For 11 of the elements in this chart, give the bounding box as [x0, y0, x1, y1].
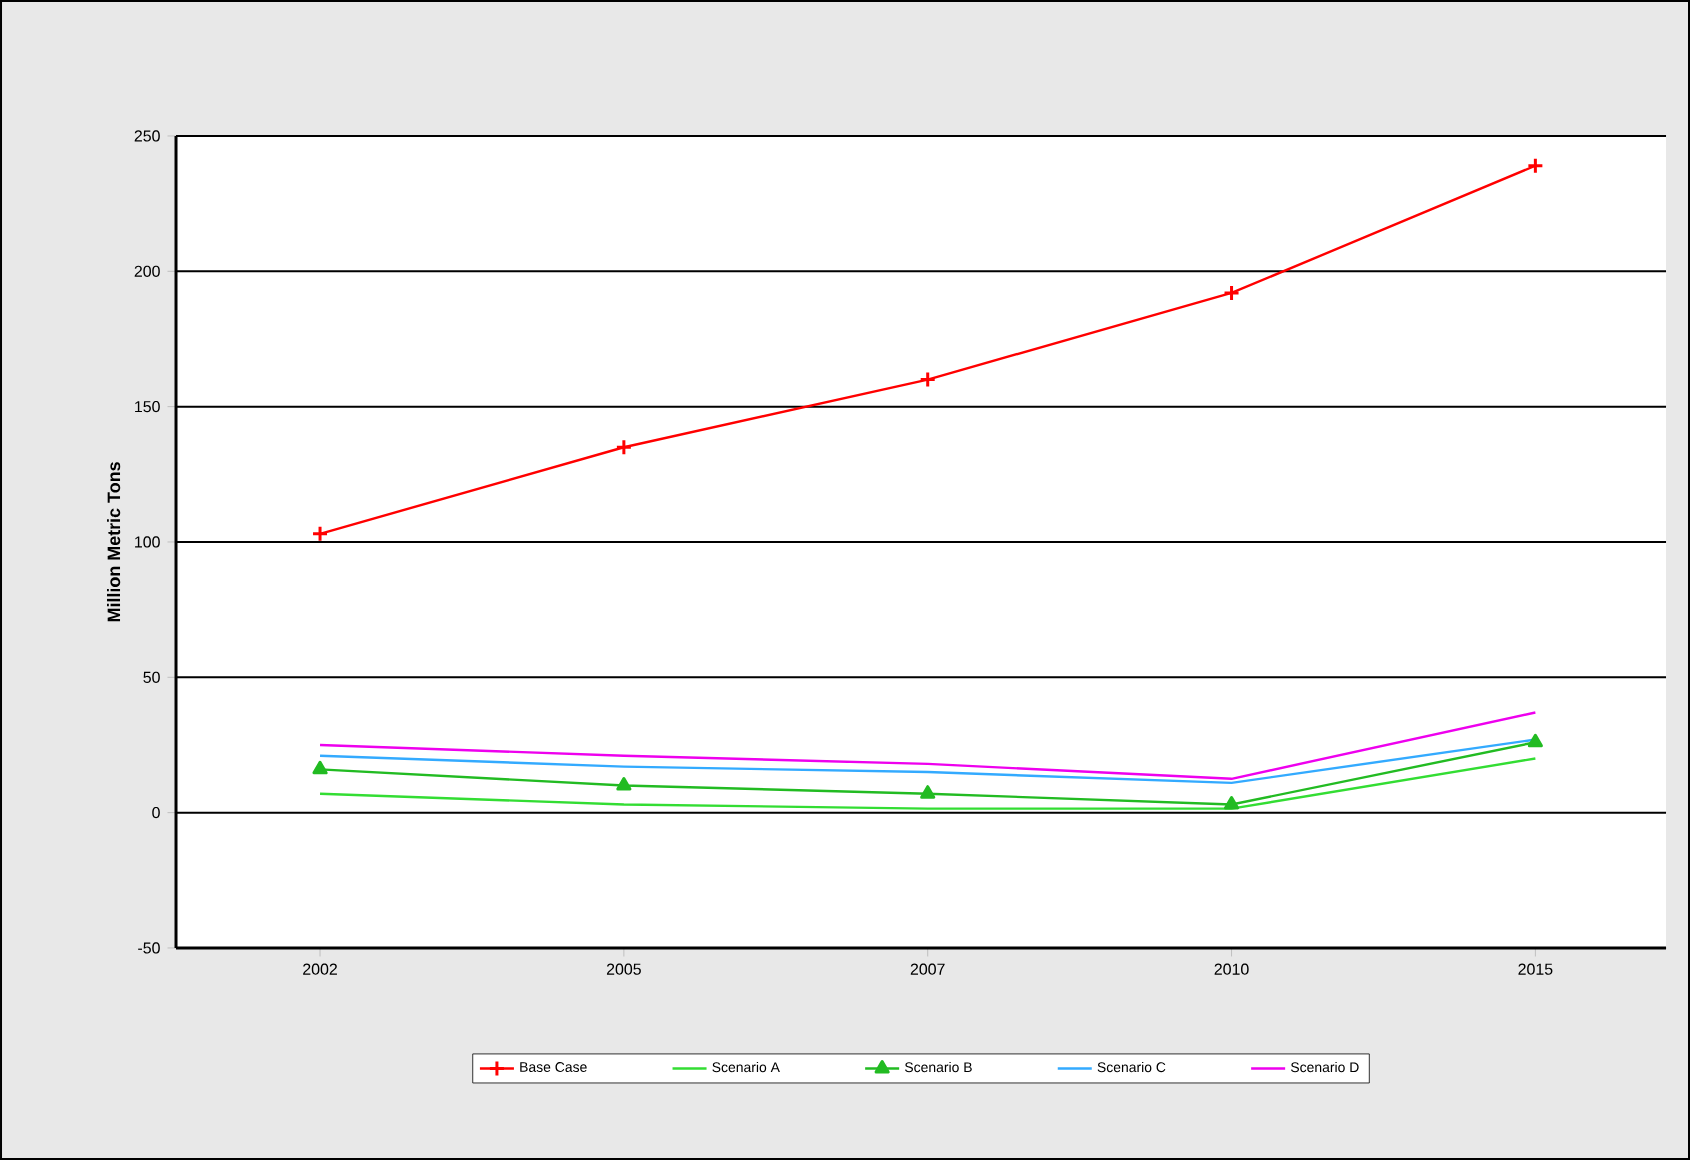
- point: [1223, 796, 1240, 810]
- line-series: [318, 711, 1537, 780]
- y-axis-title: Million Metric Tons: [107, 462, 121, 622]
- point: [615, 438, 633, 456]
- point: [1527, 733, 1543, 748]
- point: [919, 371, 937, 389]
- point: [920, 785, 936, 799]
- line-series: [318, 757, 1537, 810]
- point: [616, 777, 632, 791]
- point: [1223, 284, 1241, 302]
- point: [312, 760, 328, 775]
